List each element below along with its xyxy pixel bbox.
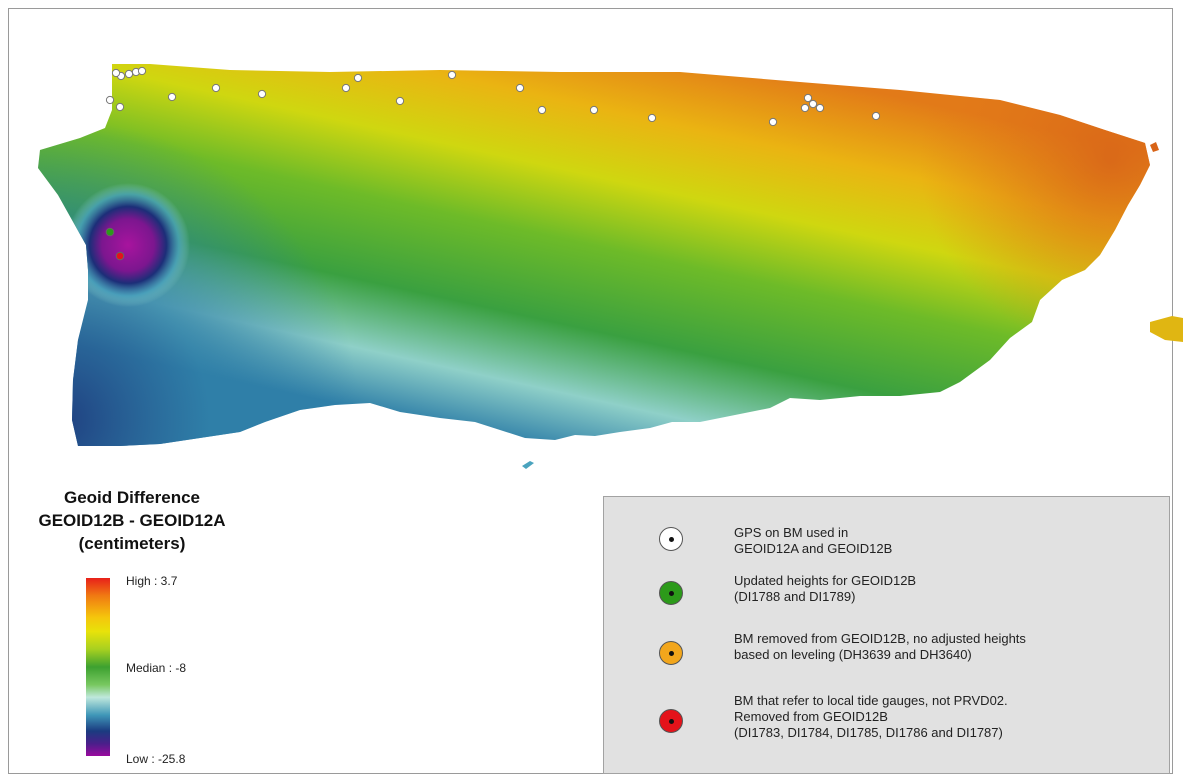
removed-point-icon (659, 641, 683, 665)
legend-title-line: GEOID12B - GEOID12A (38, 511, 226, 530)
legend-item-text: (DI1783, DI1784, DI1785, DI1786 and DI17… (734, 725, 1003, 740)
tide-gauge-point-icon (659, 709, 683, 733)
gps-point-marker (808, 99, 818, 109)
ramp-median-label: Median : -8 (126, 661, 187, 675)
gps-point-marker (768, 117, 778, 127)
gps-point-marker (167, 92, 177, 102)
gps-point-marker (211, 83, 221, 93)
gps-point-marker (395, 96, 405, 106)
color-ramp-bar (86, 578, 110, 756)
island-surface (38, 64, 1150, 446)
gps-point-marker (447, 70, 457, 80)
legend-item-text: GPS on BM used in (734, 525, 849, 540)
gps-point-marker (115, 102, 125, 112)
updated-point-icon (659, 581, 683, 605)
legend-item-text: BM that refer to local tide gauges, not … (734, 693, 1008, 708)
legend-item-text: BM removed from GEOID12B, no adjusted he… (734, 631, 1026, 646)
small-islet (522, 461, 534, 469)
legend-ramp-title: Geoid Difference GEOID12B - GEOID12A (ce… (16, 486, 248, 555)
geoid-difference-map (38, 64, 1183, 469)
legend-title-line: (centimeters) (78, 534, 186, 553)
gps-points (105, 66, 881, 127)
gps-point-marker (111, 68, 121, 78)
legend-item-text: Removed from GEOID12B (734, 709, 888, 724)
legend-item-text: Updated heights for GEOID12B (734, 573, 917, 588)
gps-point-marker (871, 111, 881, 121)
vieques-island (1150, 316, 1183, 342)
gps-point-marker (353, 73, 363, 83)
gps-point-marker (647, 113, 657, 123)
legend-item-text: GEOID12A and GEOID12B (734, 541, 893, 556)
gps-point-marker (257, 89, 267, 99)
ramp-high-label: High : 3.7 (126, 574, 178, 588)
tide-gauge-point (115, 251, 125, 261)
legend-item-text: based on leveling (DH3639 and DH3640) (734, 647, 972, 662)
symbol-legend: GPS on BM used in GEOID12A and GEOID12B … (603, 496, 1170, 774)
legend-item-text: (DI1788 and DI1789) (734, 589, 856, 604)
gps-point-marker (589, 105, 599, 115)
gps-point-icon (659, 527, 683, 551)
gps-point-marker (803, 93, 813, 103)
updated-height-point (105, 227, 115, 237)
gps-point-marker (815, 103, 825, 113)
gps-point-marker (137, 66, 147, 76)
gps-point-marker (124, 69, 134, 79)
small-islet (1150, 142, 1159, 152)
legend-title-line: Geoid Difference (63, 488, 201, 507)
gps-point-marker (800, 103, 810, 113)
gps-point-marker (341, 83, 351, 93)
gps-point-marker (537, 105, 547, 115)
gps-point-marker (515, 83, 525, 93)
ramp-low-label: Low : -25.8 (126, 752, 186, 766)
gps-point-marker (105, 95, 115, 105)
